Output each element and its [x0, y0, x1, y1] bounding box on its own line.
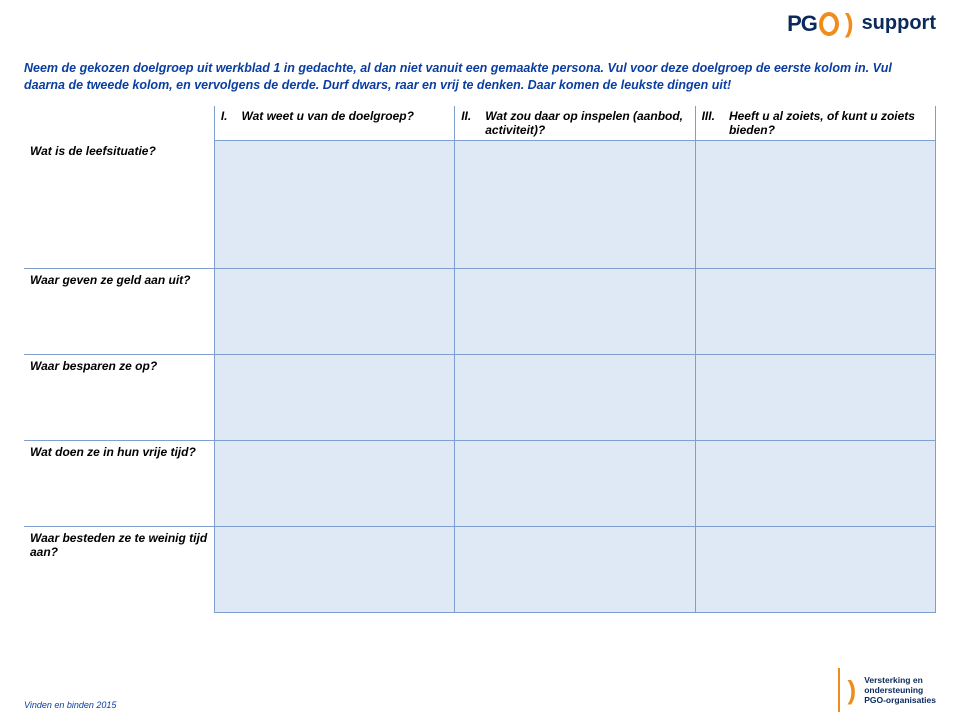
logo-pg: PG	[787, 11, 839, 37]
table-row: Waar besteden ze te weinig tijd aan?	[24, 526, 936, 612]
footer-paren-icon: )	[848, 675, 857, 706]
data-cell[interactable]	[214, 268, 454, 354]
col-num-3: III.	[702, 109, 715, 137]
data-cell[interactable]	[695, 354, 935, 440]
table-row: Waar besparen ze op?	[24, 354, 936, 440]
row-label-5: Waar besteden ze te weinig tijd aan?	[24, 526, 214, 612]
data-cell[interactable]	[695, 140, 935, 268]
data-cell[interactable]	[455, 440, 695, 526]
table-row: Wat doen ze in hun vrije tijd?	[24, 440, 936, 526]
col-head-1: I. Wat weet u van de doelgroep?	[214, 106, 454, 141]
data-cell[interactable]	[214, 526, 454, 612]
header-empty-cell	[24, 106, 214, 141]
data-cell[interactable]	[695, 268, 935, 354]
row-label-1: Wat is de leefsituatie?	[24, 140, 214, 268]
col-num-2: II.	[461, 109, 471, 137]
table-row: Waar geven ze geld aan uit?	[24, 268, 936, 354]
col-head-2: II. Wat zou daar op inspelen (aanbod, ac…	[455, 106, 695, 141]
row-label-3: Waar besparen ze op?	[24, 354, 214, 440]
intro-text: Neem de gekozen doelgroep uit werkblad 1…	[24, 60, 934, 94]
data-cell[interactable]	[455, 268, 695, 354]
col-text-1: Wat weet u van de doelgroep?	[241, 109, 413, 123]
col-text-3: Heeft u al zoiets, of kunt u zoiets bied…	[729, 109, 929, 137]
row-label-2: Waar geven ze geld aan uit?	[24, 268, 214, 354]
logo-text-pg: PG	[787, 11, 817, 37]
col-text-2: Wat zou daar op inspelen (aanbod, activi…	[485, 109, 688, 137]
data-cell[interactable]	[214, 440, 454, 526]
data-cell[interactable]	[455, 526, 695, 612]
footer-right-logo: ) Versterking en ondersteuning PGO-organ…	[838, 668, 936, 712]
data-cell[interactable]	[214, 354, 454, 440]
logo-top: PG ) support	[787, 8, 936, 39]
worksheet-table: I. Wat weet u van de doelgroep? II. Wat …	[24, 106, 936, 613]
data-cell[interactable]	[214, 140, 454, 268]
logo-paren-icon: )	[845, 8, 854, 39]
col-head-3: III. Heeft u al zoiets, of kunt u zoiets…	[695, 106, 935, 141]
col-num-1: I.	[221, 109, 228, 123]
table-header-row: I. Wat weet u van de doelgroep? II. Wat …	[24, 106, 936, 141]
worksheet-page: PG ) support Neem de gekozen doelgroep u…	[0, 0, 960, 718]
table-row: Wat is de leefsituatie?	[24, 140, 936, 268]
footer-line2: ondersteuning	[864, 685, 936, 695]
logo-text-support: support	[862, 12, 936, 35]
row-label-4: Wat doen ze in hun vrije tijd?	[24, 440, 214, 526]
data-cell[interactable]	[455, 140, 695, 268]
data-cell[interactable]	[695, 526, 935, 612]
data-cell[interactable]	[455, 354, 695, 440]
footer-bar-icon	[838, 668, 840, 712]
footer-line1: Versterking en	[864, 675, 936, 685]
footer-right-text: Versterking en ondersteuning PGO-organis…	[864, 675, 936, 706]
logo-oval-icon	[819, 12, 839, 36]
footer-left-text: Vinden en binden 2015	[24, 700, 116, 710]
footer-line3: PGO-organisaties	[864, 695, 936, 705]
data-cell[interactable]	[695, 440, 935, 526]
